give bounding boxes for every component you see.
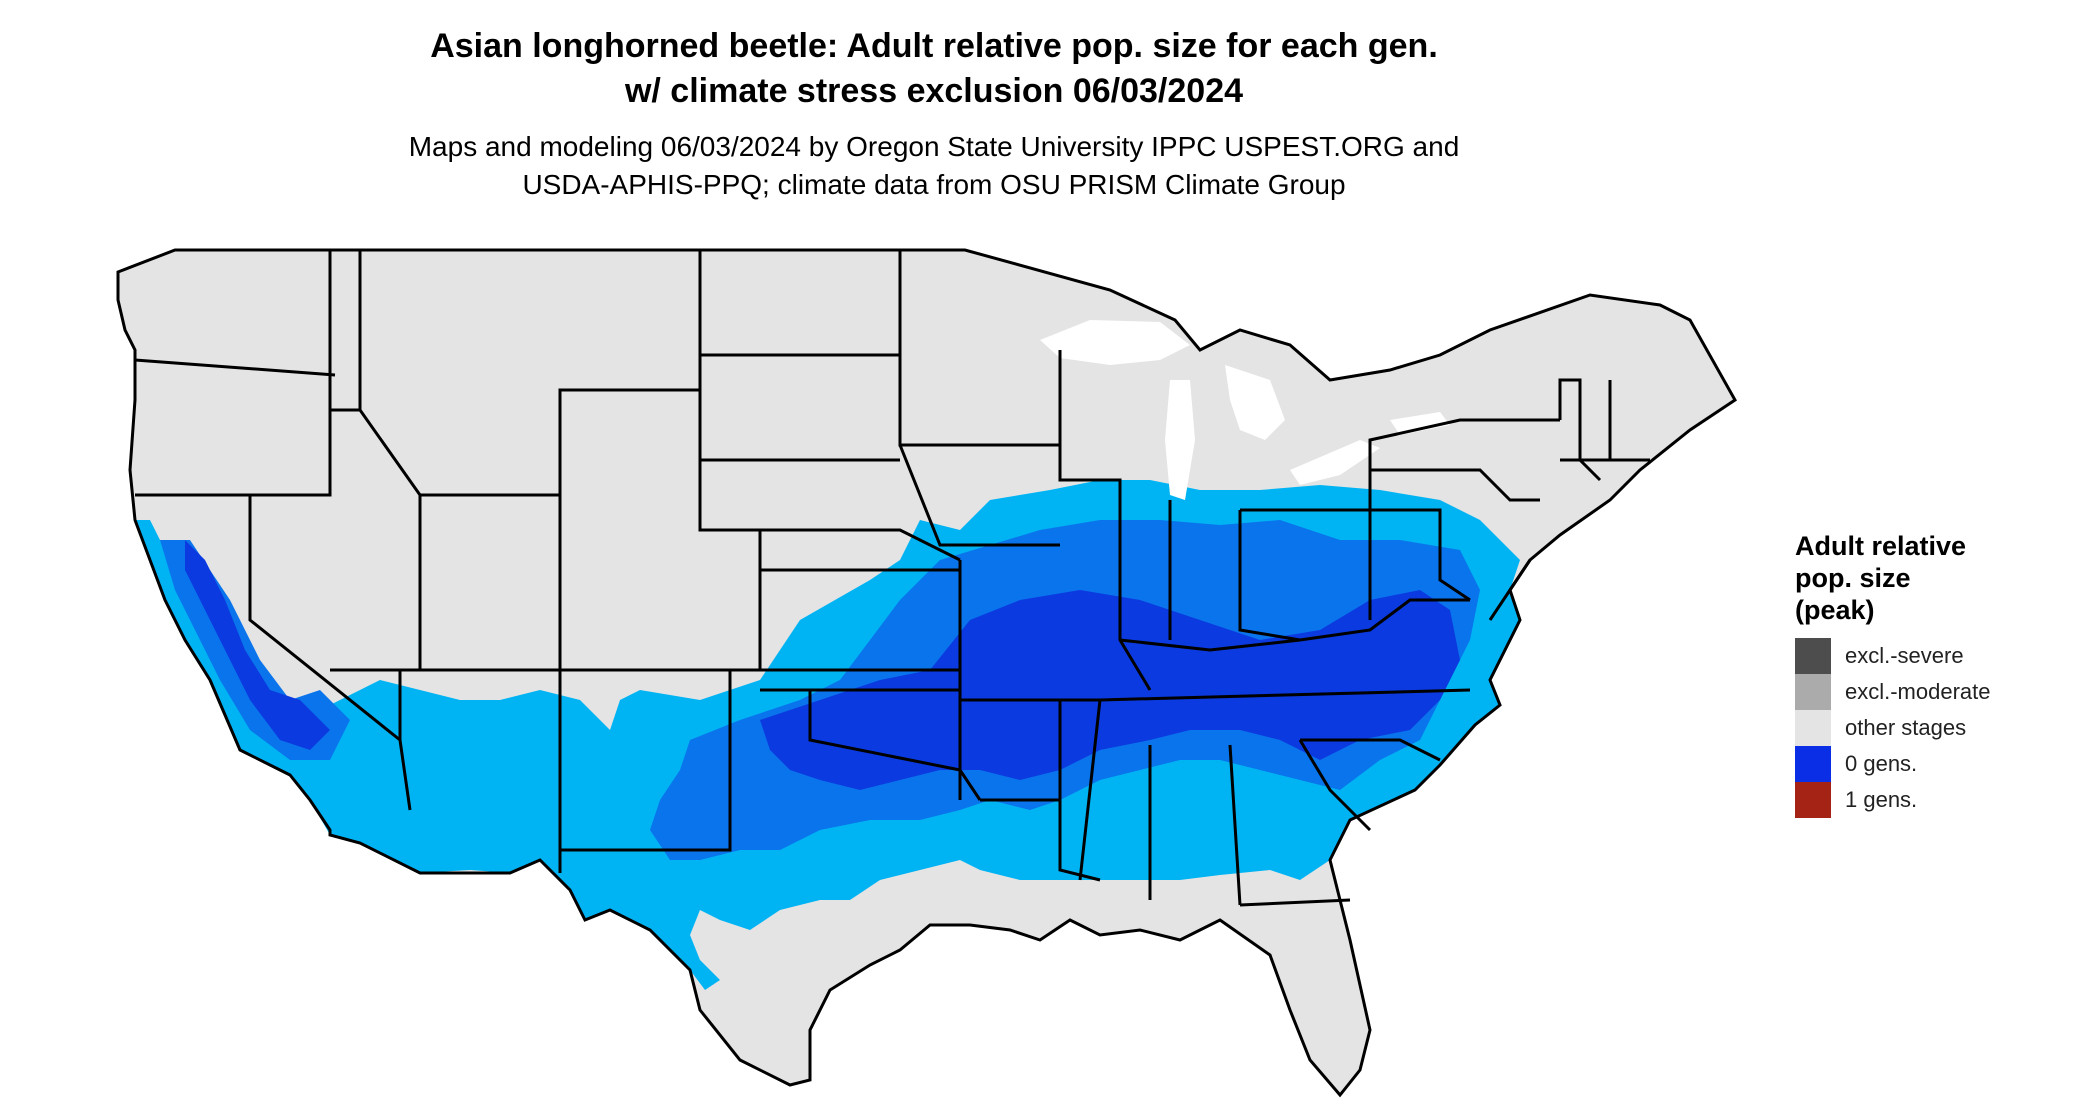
lake-superior [1040,320,1190,365]
legend: Adult relative pop. size (peak) excl.-se… [1795,530,1991,818]
legend-item-1-gens: 1 gens. [1795,782,1991,818]
legend-label: other stages [1845,715,1967,740]
map-title-line-2: w/ climate stress exclusion 06/03/2024 [624,72,1244,110]
legend-label: 1 gens. [1845,787,1918,812]
map-subtitle-line-1: Maps and modeling 06/03/2024 by Oregon S… [408,131,1460,162]
legend-label: excl.-severe [1845,643,1964,668]
legend-swatch [1795,782,1831,818]
legend-item-other-stages: other stages [1795,710,1991,746]
dark-blue-region [185,540,1460,790]
map-title: Asian longhorned beetle: Adult relative … [0,24,1868,114]
legend-label: 0 gens. [1845,751,1918,776]
lake-erie [1290,440,1380,485]
state-borders [116,248,1737,1098]
legend-swatch [1795,638,1831,674]
lake-michigan [1165,380,1195,500]
map-title-line-1: Asian longhorned beetle: Adult relative … [430,27,1438,65]
legend-title-line-1: Adult relative [1795,531,1967,561]
legend-label: excl.-moderate [1845,679,1991,704]
legend-item-excl-severe: excl.-severe [1795,638,1991,674]
map-subtitle: Maps and modeling 06/03/2024 by Oregon S… [0,128,1868,204]
legend-item-excl-moderate: excl.-moderate [1795,674,1991,710]
legend-title-line-3: (peak) [1795,595,1875,625]
legend-swatch [1795,674,1831,710]
lake-huron [1225,365,1285,440]
lake-ontario [1390,412,1450,435]
map-subtitle-line-2: USDA-APHIS-PPQ; climate data from OSU PR… [522,169,1346,200]
legend-item-0-gens: 0 gens. [1795,746,1991,782]
legend-title-line-2: pop. size [1795,563,1911,593]
legend-title: Adult relative pop. size (peak) [1795,530,1991,626]
us-outline [116,248,1737,1098]
legend-swatch [1795,746,1831,782]
legend-swatch [1795,710,1831,746]
us-map [116,248,1737,1098]
